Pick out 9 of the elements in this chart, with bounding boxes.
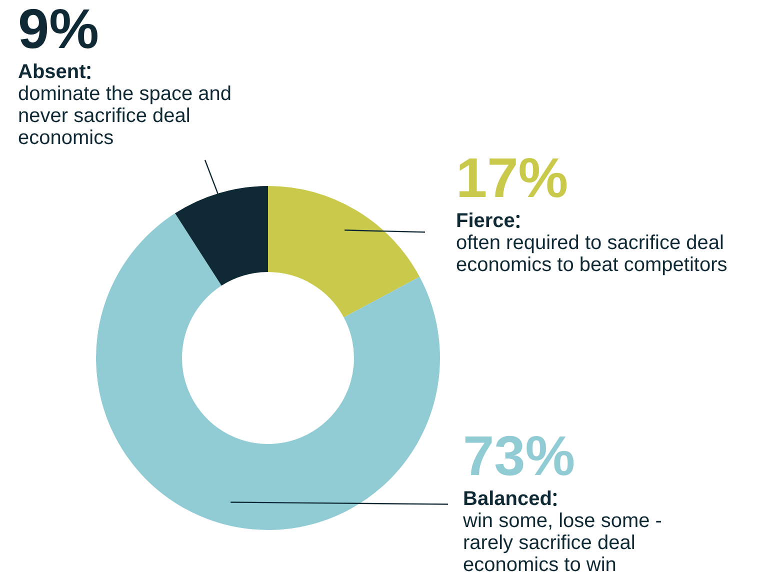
- data-label: 17%: [456, 146, 568, 209]
- text: win some, lose some - rarely sacrifice deal economics to win: [462, 510, 662, 576]
- text: dominate the space and never sacrifice deal economics: [18, 83, 232, 149]
- legend-label: Absent: [18, 61, 86, 83]
- data-label: 9%: [18, 0, 99, 60]
- slice-label: Balanced: [463, 488, 552, 510]
- text: often required to sacrifice deal economics to beat competitors: [456, 232, 728, 276]
- slice-label: Fierce: [456, 210, 515, 232]
- data-label: 73%: [463, 424, 576, 487]
